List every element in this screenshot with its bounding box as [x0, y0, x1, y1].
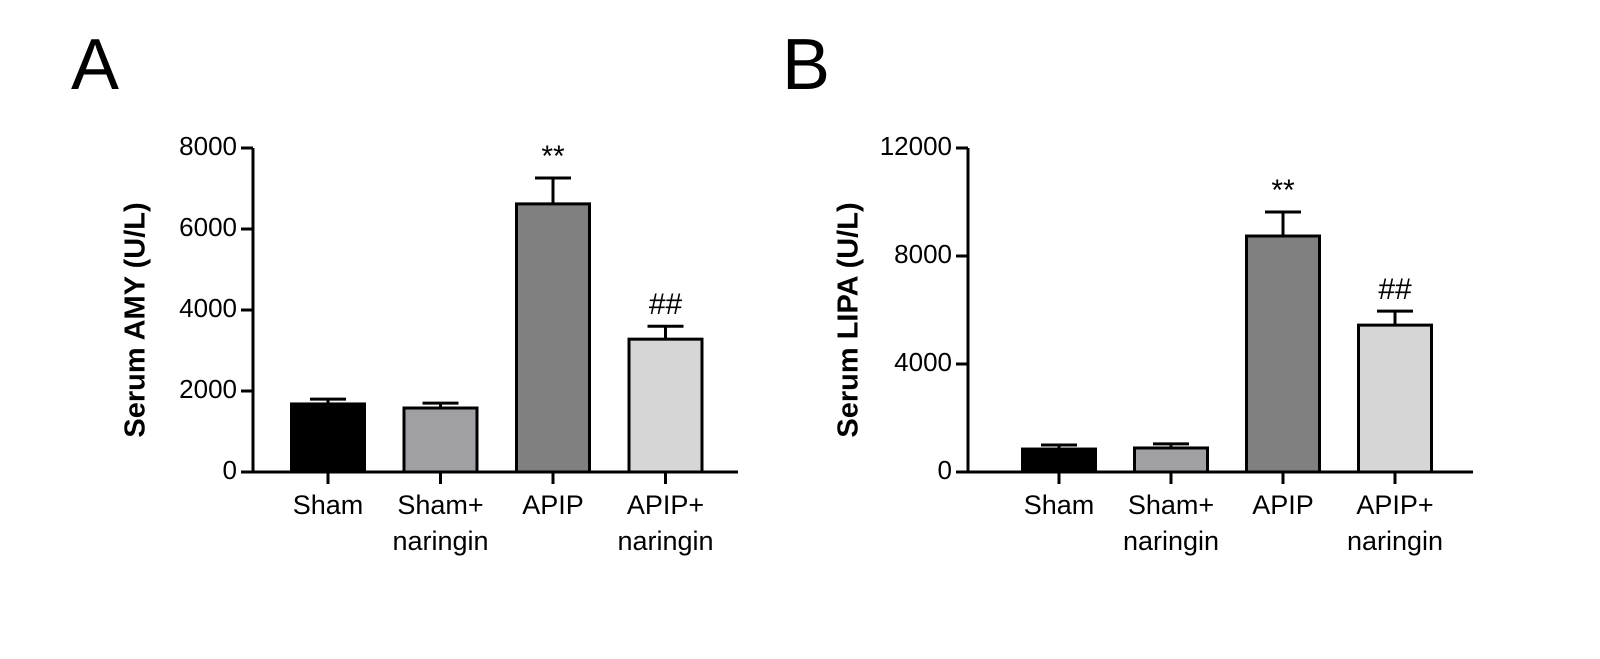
x-tick-label: APIP+ naringin — [1347, 490, 1443, 556]
significance-label: ** — [541, 140, 565, 173]
bar — [402, 406, 479, 474]
bar — [515, 202, 591, 474]
y-tick-label: 8000 — [894, 239, 952, 269]
x-tick-label: Sham+ naringin — [1123, 490, 1219, 556]
x-tick-label: APIP — [522, 490, 584, 520]
bar — [1133, 446, 1209, 474]
y-tick-label: 0 — [223, 455, 237, 485]
y-tick-label: 4000 — [894, 347, 952, 377]
y-tick-label: 12000 — [880, 131, 952, 161]
x-tick-label: APIP+ naringin — [617, 490, 713, 556]
bar — [1021, 447, 1097, 474]
y-tick-label: 4000 — [179, 293, 237, 323]
x-tick-label: APIP — [1252, 490, 1314, 520]
y-tick-label: 0 — [938, 455, 952, 485]
x-tick-label: Sham — [1024, 490, 1095, 520]
bar — [627, 337, 704, 474]
y-axis-label: Serum AMY (U/L) — [120, 202, 152, 437]
y-tick-label: 8000 — [179, 131, 237, 161]
y-tick-label: 2000 — [179, 374, 237, 404]
bar — [1245, 234, 1321, 474]
bar — [1357, 323, 1433, 474]
significance-label: ** — [1271, 174, 1295, 207]
x-tick-label: Sham — [293, 490, 364, 520]
x-tick-label: Sham+ naringin — [392, 490, 488, 556]
bar — [290, 402, 366, 474]
significance-label: ## — [649, 288, 683, 321]
y-axis-label: Serum LIPA (U/L) — [833, 202, 865, 437]
y-tick-label: 6000 — [179, 212, 237, 242]
significance-label: ## — [1378, 273, 1412, 306]
panel-label: A — [71, 25, 119, 105]
panel-label: B — [782, 25, 830, 105]
